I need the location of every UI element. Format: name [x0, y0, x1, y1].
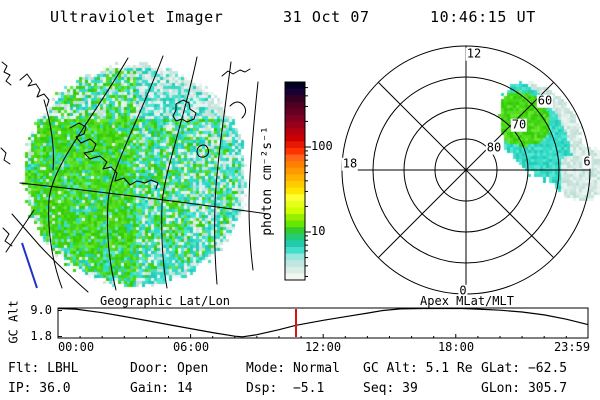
mlt-label-12: 12 [465, 46, 483, 61]
time-label: 10:46:15 UT [430, 8, 536, 26]
colorbar-band [285, 167, 305, 175]
mlt-label-6: 6 [582, 154, 592, 169]
coastline-arc [229, 101, 247, 119]
colorbar [284, 81, 311, 281]
meridian-line [161, 56, 198, 289]
status-seq: Seq: 39 [363, 381, 418, 396]
status-flt: Flt: LBHL [8, 361, 79, 376]
strip-xtick: 18:00 [437, 340, 475, 354]
meridian-line [106, 55, 164, 291]
coastline-antarctic-peninsula [69, 122, 131, 186]
colorbar-band [285, 240, 305, 248]
terminator-line [21, 242, 38, 289]
coastline-island [172, 99, 197, 123]
strip-frame [57, 307, 589, 339]
colorbar-band [285, 220, 305, 228]
colorbar-band [285, 141, 305, 149]
strip-xtick: 23:59 [553, 340, 591, 354]
status-glat: GLat: −62.5 [481, 361, 568, 376]
status-mode: Mode: Normal [246, 361, 340, 376]
colorbar-band [285, 233, 305, 241]
coastline-top-right [221, 68, 251, 77]
strip-xtick: 12:00 [304, 340, 342, 354]
colorbar-band [285, 247, 305, 255]
colorbar-band [285, 214, 305, 222]
meridian-line [48, 57, 129, 289]
colorbar-band [285, 95, 305, 103]
polar-dial-grid [341, 45, 591, 295]
colorbar-tick-100: 100 [311, 139, 333, 153]
strip-xtick: 06:00 [172, 340, 210, 354]
coastline-south-america [19, 73, 50, 107]
coastline-edge-wiggle [1, 61, 12, 86]
mlt-label-18: 18 [341, 156, 359, 171]
mlt-spoke [465, 169, 555, 259]
mlt-spoke [377, 169, 467, 259]
colorbar-band [285, 194, 305, 202]
mlat-ring-label-80: 80 [485, 140, 503, 155]
status-dsp: Dsp: −5.1 [246, 381, 325, 396]
colorbar-band [285, 121, 305, 129]
colorbar-band [285, 82, 305, 90]
strip-left-title: Geographic Lat/Lon [99, 294, 231, 308]
coastline-patagonia [43, 99, 54, 171]
uv-disk-graticule [5, 55, 269, 293]
strip-right-title: Apex MLat/MLT [420, 294, 514, 308]
meridian-line [214, 61, 232, 285]
coastline-edge-wiggle [0, 147, 11, 165]
strip-xtick: 00:00 [57, 340, 95, 354]
colorbar-band [285, 273, 305, 281]
colorbar-band [285, 148, 305, 156]
parallel-line [19, 182, 269, 215]
colorbar-band [285, 88, 305, 96]
colorbar-band [285, 253, 305, 261]
colorbar-band [285, 181, 305, 189]
colorbar-unit-label: photon cm⁻²s⁻¹ [260, 126, 276, 236]
colorbar-band [285, 266, 305, 274]
colorbar-band [285, 174, 305, 182]
app-title: Ultraviolet Imager [50, 8, 224, 26]
strip-ylabel: GC Alt [6, 300, 21, 344]
colorbar-band [285, 260, 305, 268]
gc-alt-strip-chart [57, 307, 589, 339]
meridian-line [248, 81, 259, 271]
strip-ytick-1-8: 1.8 [30, 329, 52, 343]
coastlines [0, 61, 251, 247]
status-gain: Gain: 14 [130, 381, 193, 396]
colorbar-tick-10: 10 [311, 224, 326, 238]
gc-alt-curve [57, 307, 589, 338]
status-gc-alt: GC Alt: 5.1 Re [363, 361, 473, 376]
status-glon: GLon: 305.7 [481, 381, 568, 396]
mlt-label-0: 0 [458, 283, 468, 298]
coastline-chain [129, 179, 159, 190]
graticule-edge-line [39, 245, 89, 293]
colorbar-band [285, 128, 305, 136]
colorbar-band [285, 161, 305, 169]
colorbar-band [285, 115, 305, 123]
strip-ytick-9: 9.0 [30, 303, 52, 317]
colorbar-band [285, 108, 305, 116]
mlt-spoke [377, 81, 467, 171]
colorbar-band [285, 134, 305, 142]
mlat-ring-label-70: 70 [510, 117, 528, 132]
status-ip: IP: 36.0 [8, 381, 71, 396]
colorbar-band [285, 200, 305, 208]
colorbar-band [285, 207, 305, 215]
date-label: 31 Oct 07 [283, 8, 370, 26]
colorbar-band [285, 101, 305, 109]
mlat-ring-label-60: 60 [536, 93, 554, 108]
colorbar-band [285, 154, 305, 162]
colorbar-band [285, 227, 305, 235]
coastline-small-island [196, 144, 209, 158]
status-door: Door: Open [130, 361, 209, 376]
colorbar-band [285, 187, 305, 195]
coastline-edge-wiggle [2, 227, 13, 247]
